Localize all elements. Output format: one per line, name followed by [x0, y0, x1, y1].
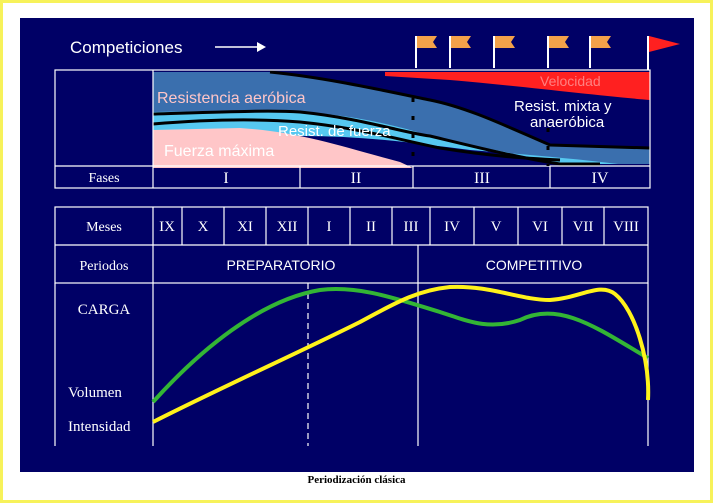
phases-grid [54, 69, 651, 189]
carga-label: CARGA [78, 302, 131, 318]
label-mixta-1: Resist. mixta y [514, 98, 612, 115]
phase-separators [411, 98, 550, 166]
months-grid [54, 206, 649, 284]
competiciones-label: Competiciones [70, 38, 182, 57]
label-resistencia: Resistencia aeróbica [157, 90, 306, 107]
competition-flags [415, 36, 680, 70]
phase-label: IV [592, 170, 609, 187]
competiciones-arrow [215, 42, 266, 52]
intensidad-label: Intensidad [68, 419, 131, 435]
band-fuerza-max [153, 128, 413, 168]
month-label: II [366, 219, 376, 235]
flag-icon [547, 36, 569, 68]
month-labels: IX X XI XII I II III IV V VI VII VIII [159, 219, 639, 235]
month-label: III [404, 219, 419, 235]
periodos-label: Periodos [80, 259, 129, 274]
phase-label: III [474, 170, 490, 187]
phase-label: II [351, 170, 362, 187]
period-competitivo: COMPETITIVO [486, 257, 583, 273]
label-fuerza-max: Fuerza máxima [164, 143, 274, 160]
caption: Periodización clásica [307, 474, 406, 486]
month-label: VIII [613, 219, 639, 235]
load-grid [54, 283, 649, 446]
month-label: IX [159, 219, 175, 235]
month-label: IV [444, 219, 460, 235]
month-label: VI [532, 219, 548, 235]
month-label: VII [573, 219, 594, 235]
band-velocidad [385, 72, 650, 100]
month-label: XII [277, 219, 298, 235]
label-fuerza-resist: Resist. de fuerza [278, 123, 391, 140]
curve-boundary-top [152, 109, 600, 166]
fases-label: Fases [88, 171, 119, 186]
period-preparatorio: PREPARATORIO [227, 257, 336, 273]
training-qualities-bands [152, 70, 651, 168]
band-resistencia [153, 72, 650, 164]
flag-icon [415, 36, 437, 68]
final-flag-icon [647, 36, 680, 70]
label-mixta-2: anaeróbica [530, 114, 605, 131]
curve-boundary-middle [152, 118, 561, 162]
volumen-curve [151, 287, 650, 404]
volumen-label: Volumen [68, 385, 122, 401]
month-label: X [198, 219, 209, 235]
month-label: I [327, 219, 332, 235]
month-label: V [491, 219, 502, 235]
flag-icon [449, 36, 471, 68]
flag-icon [493, 36, 515, 68]
meses-label: Meses [86, 220, 122, 235]
label-velocidad: Velocidad [540, 73, 601, 89]
intensidad-curve [152, 284, 651, 424]
phase-label: I [223, 170, 228, 187]
flag-icon [589, 36, 611, 68]
month-label: XI [237, 219, 253, 235]
curve-boundary-resistencia [269, 70, 651, 150]
